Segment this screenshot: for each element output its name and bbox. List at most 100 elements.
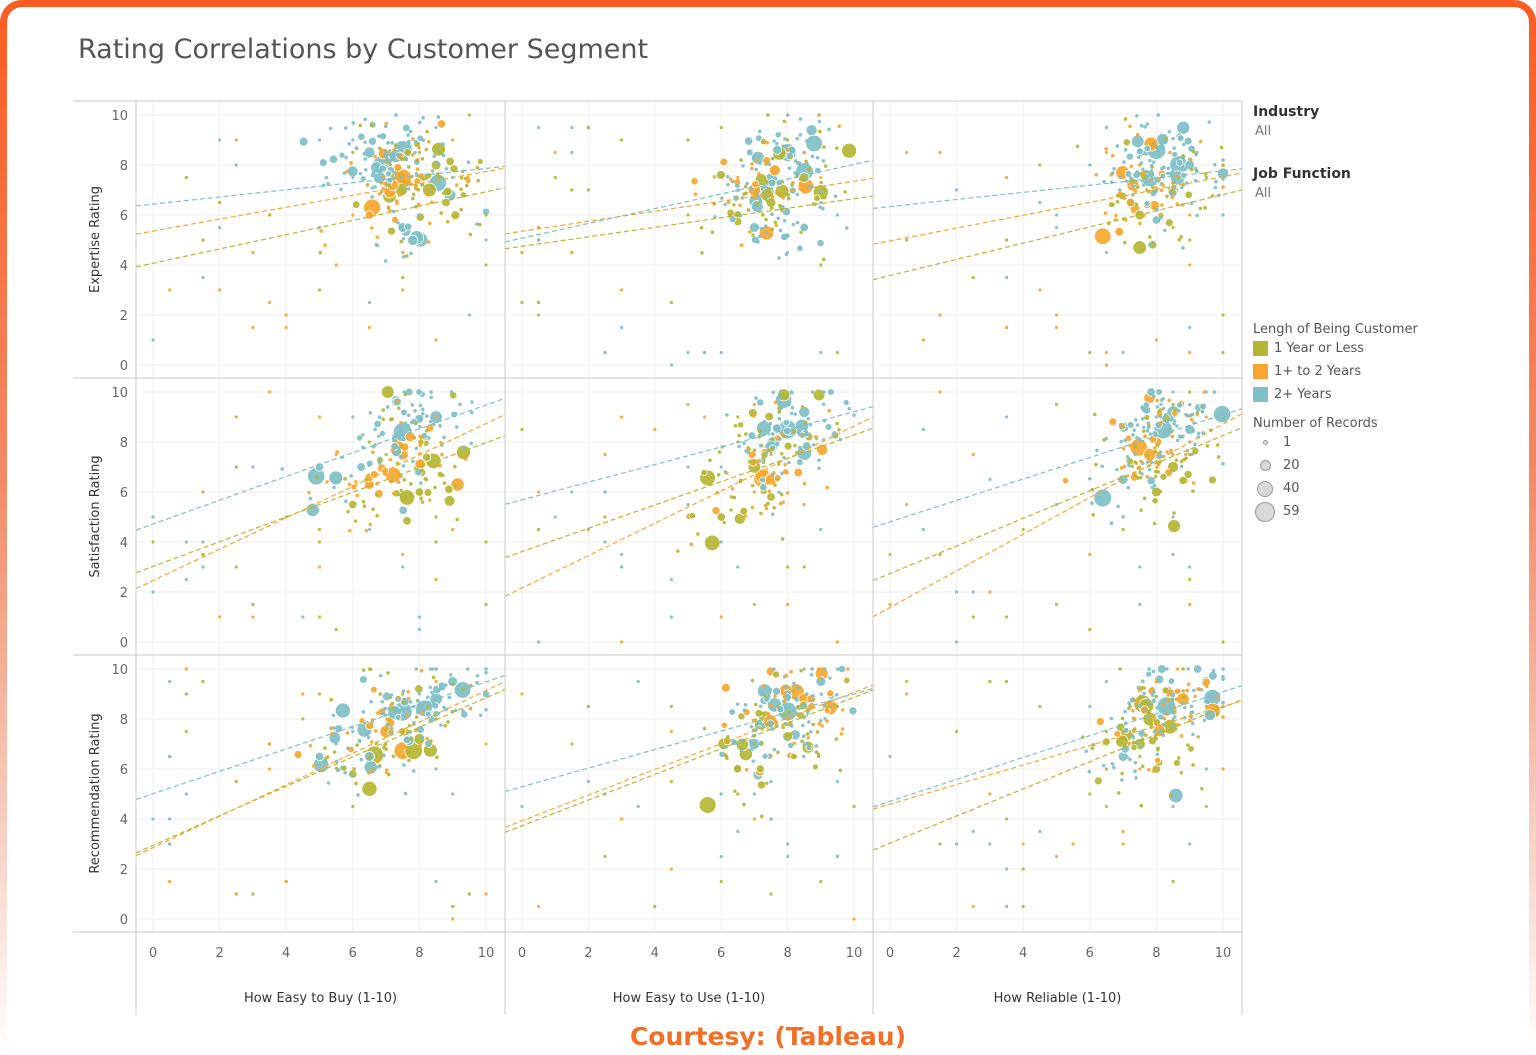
data-point bbox=[753, 459, 757, 464]
data-point bbox=[352, 766, 356, 771]
data-point bbox=[728, 177, 733, 182]
data-point bbox=[1141, 429, 1146, 433]
data-point bbox=[434, 667, 439, 671]
trend-line bbox=[504, 687, 874, 793]
data-point bbox=[432, 154, 436, 159]
data-point bbox=[368, 522, 372, 527]
data-point bbox=[314, 751, 325, 762]
data-point bbox=[810, 390, 815, 394]
data-point bbox=[373, 443, 377, 447]
data-point bbox=[846, 667, 850, 671]
data-point bbox=[363, 167, 368, 172]
data-point bbox=[758, 199, 763, 204]
data-point bbox=[201, 540, 205, 544]
data-point bbox=[570, 490, 574, 494]
data-point bbox=[356, 434, 363, 442]
data-point bbox=[801, 734, 806, 739]
data-point bbox=[382, 753, 386, 758]
data-point bbox=[1061, 476, 1069, 485]
data-point bbox=[1158, 421, 1163, 426]
data-point bbox=[370, 173, 375, 178]
data-point bbox=[390, 448, 395, 453]
data-point bbox=[699, 225, 704, 230]
data-point bbox=[401, 700, 406, 705]
data-point bbox=[430, 159, 442, 171]
data-point bbox=[368, 411, 373, 415]
data-point bbox=[804, 429, 808, 433]
data-point bbox=[779, 406, 784, 410]
data-point bbox=[938, 313, 942, 317]
data-point bbox=[1102, 179, 1106, 184]
data-point bbox=[844, 226, 849, 230]
filter-industry-value[interactable]: All bbox=[1255, 124, 1272, 139]
data-point bbox=[401, 754, 405, 759]
data-point bbox=[333, 480, 338, 484]
data-point bbox=[798, 405, 811, 418]
data-point bbox=[387, 717, 392, 721]
data-point bbox=[817, 466, 821, 471]
data-point bbox=[782, 434, 786, 439]
data-point bbox=[750, 678, 755, 683]
data-point bbox=[411, 459, 415, 464]
data-point bbox=[377, 170, 382, 174]
data-point bbox=[817, 119, 822, 124]
data-point bbox=[761, 752, 769, 760]
data-point bbox=[251, 250, 255, 255]
data-point bbox=[1166, 693, 1171, 697]
data-point bbox=[750, 200, 764, 213]
data-point bbox=[369, 700, 373, 704]
filter-job-function[interactable]: Job Function All bbox=[1253, 166, 1523, 322]
data-point bbox=[403, 392, 408, 397]
legend-label: 1+ to 2 Years bbox=[1274, 364, 1362, 379]
y-tick-label: 2 bbox=[120, 863, 128, 878]
data-point bbox=[318, 158, 328, 167]
trend-line bbox=[135, 165, 506, 207]
data-point bbox=[184, 175, 188, 180]
data-point bbox=[783, 137, 787, 141]
data-point bbox=[570, 742, 574, 746]
data-point bbox=[1038, 163, 1042, 167]
data-point bbox=[418, 491, 422, 495]
data-point bbox=[764, 450, 769, 455]
data-point bbox=[732, 740, 737, 745]
data-point bbox=[716, 473, 721, 477]
data-point bbox=[761, 457, 766, 462]
data-point bbox=[386, 140, 390, 145]
data-point bbox=[1117, 188, 1122, 192]
filter-industry[interactable]: Industry All bbox=[1253, 104, 1523, 166]
data-point bbox=[848, 706, 858, 716]
data-point bbox=[1123, 148, 1128, 152]
data-point bbox=[1088, 704, 1092, 709]
data-point bbox=[955, 729, 959, 734]
data-point bbox=[810, 667, 814, 671]
y-tick-label: 6 bbox=[120, 763, 128, 778]
data-point bbox=[816, 667, 821, 671]
data-point bbox=[267, 767, 272, 771]
data-point bbox=[1126, 485, 1131, 490]
legend-item-1-to-2-years[interactable]: 1+ to 2 Years bbox=[1253, 360, 1523, 383]
data-point bbox=[1171, 390, 1175, 394]
data-point bbox=[414, 204, 418, 209]
legend-item-2-plus-years[interactable]: 2+ Years bbox=[1253, 383, 1523, 406]
data-point bbox=[819, 527, 823, 532]
data-point bbox=[424, 751, 429, 756]
size-label: 20 bbox=[1283, 458, 1300, 473]
data-point bbox=[778, 390, 783, 394]
data-point bbox=[739, 243, 744, 247]
legend-item-1-year-or-less[interactable]: 1 Year or Less bbox=[1253, 337, 1523, 360]
filter-job-function-value[interactable]: All bbox=[1255, 186, 1272, 201]
data-point bbox=[267, 300, 272, 305]
data-point bbox=[1004, 679, 1009, 684]
data-point bbox=[1219, 145, 1224, 150]
data-point bbox=[669, 704, 674, 709]
data-point bbox=[427, 498, 432, 502]
data-point bbox=[1134, 776, 1138, 780]
data-point bbox=[406, 133, 410, 137]
data-point bbox=[767, 189, 771, 194]
data-point bbox=[726, 182, 730, 187]
data-point bbox=[722, 520, 727, 525]
data-point bbox=[1149, 242, 1154, 247]
data-point bbox=[1179, 770, 1184, 775]
data-point bbox=[368, 761, 373, 766]
data-point bbox=[1170, 188, 1174, 193]
